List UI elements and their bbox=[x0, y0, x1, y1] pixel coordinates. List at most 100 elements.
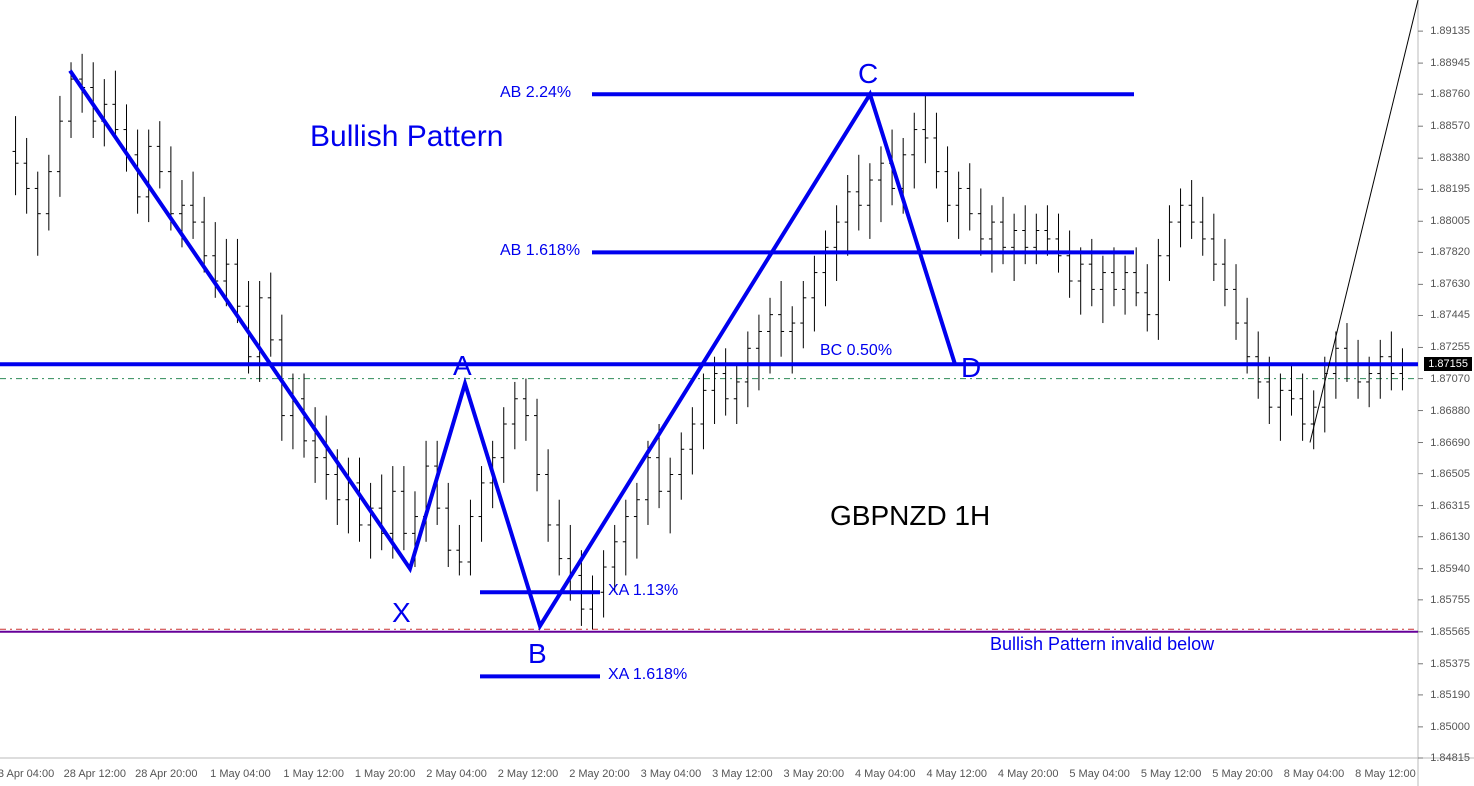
y-tick-label: 1.85000 bbox=[1430, 721, 1470, 733]
ohlc-bar bbox=[1056, 214, 1062, 273]
ohlc-bar bbox=[1089, 239, 1095, 306]
ohlc-bar bbox=[978, 188, 984, 255]
ohlc-bar bbox=[1344, 323, 1350, 382]
y-tick-label: 1.85190 bbox=[1430, 689, 1470, 701]
y-tick-label: 1.86690 bbox=[1430, 437, 1470, 449]
y-tick-label: 1.87255 bbox=[1430, 341, 1470, 353]
ohlc-bar bbox=[368, 483, 374, 559]
fib-level-label: XA 1.13% bbox=[608, 582, 678, 600]
x-tick-label: 2 May 12:00 bbox=[498, 768, 559, 780]
ohlc-bar bbox=[856, 155, 862, 231]
ohlc-bar bbox=[101, 79, 107, 146]
x-tick-label: 3 Apr 04:00 bbox=[0, 768, 54, 780]
x-tick-label: 8 May 12:00 bbox=[1355, 768, 1416, 780]
y-tick-label: 1.88570 bbox=[1430, 120, 1470, 132]
x-tick-label: 5 May 20:00 bbox=[1212, 768, 1273, 780]
ohlc-bar bbox=[534, 399, 540, 492]
ohlc-bar bbox=[1244, 298, 1250, 374]
ohlc-bar bbox=[1355, 340, 1361, 399]
ohlc-bar bbox=[13, 116, 19, 195]
ohlc-bar bbox=[723, 348, 729, 415]
y-tick-label: 1.85375 bbox=[1430, 658, 1470, 670]
pattern-point-d: D bbox=[961, 352, 981, 384]
ohlc-bar bbox=[700, 374, 706, 450]
y-tick-label: 1.87630 bbox=[1430, 278, 1470, 290]
x-tick-label: 1 May 20:00 bbox=[355, 768, 416, 780]
ohlc-bar bbox=[1111, 247, 1117, 306]
ohlc-bar bbox=[1067, 231, 1073, 298]
y-tick-label: 1.85940 bbox=[1430, 563, 1470, 575]
ohlc-bar bbox=[157, 121, 163, 188]
y-tick-label: 1.87445 bbox=[1430, 309, 1470, 321]
x-tick-label: 4 May 04:00 bbox=[855, 768, 916, 780]
x-tick-label: 5 May 04:00 bbox=[1069, 768, 1130, 780]
ohlc-bar bbox=[712, 357, 718, 424]
ohlc-bar bbox=[57, 96, 63, 197]
fib-level-label: AB 1.618% bbox=[500, 242, 580, 260]
y-tick-label: 1.86505 bbox=[1430, 468, 1470, 480]
y-tick-label: 1.88380 bbox=[1430, 152, 1470, 164]
ohlc-bar bbox=[1399, 348, 1405, 390]
fib-level-label: XA 1.618% bbox=[608, 666, 687, 684]
current-price-badge: 1.87155 bbox=[1424, 357, 1472, 371]
ohlc-bar bbox=[1277, 374, 1283, 441]
ohlc-bar bbox=[1033, 214, 1039, 264]
ohlc-bar bbox=[1189, 180, 1195, 239]
y-tick-label: 1.85755 bbox=[1430, 594, 1470, 606]
y-tick-label: 1.89135 bbox=[1430, 25, 1470, 37]
y-tick-label: 1.88945 bbox=[1430, 57, 1470, 69]
x-tick-label: 8 May 04:00 bbox=[1284, 768, 1345, 780]
x-tick-label: 28 Apr 20:00 bbox=[135, 768, 197, 780]
invalid-below-label: Bullish Pattern invalid below bbox=[990, 634, 1214, 655]
ohlc-bar bbox=[556, 500, 562, 576]
ohlc-bar bbox=[401, 466, 407, 550]
ohlc-bar bbox=[112, 71, 118, 138]
y-tick-label: 1.87070 bbox=[1430, 373, 1470, 385]
ohlc-bar bbox=[323, 416, 329, 500]
ohlc-bar bbox=[745, 331, 751, 407]
ohlc-bar bbox=[545, 449, 551, 542]
y-tick-label: 1.86315 bbox=[1430, 500, 1470, 512]
ohlc-bar bbox=[479, 466, 485, 542]
ohlc-bar bbox=[1133, 247, 1139, 306]
ohlc-bar bbox=[1233, 264, 1239, 340]
ohlc-bar bbox=[512, 382, 518, 449]
y-tick-label: 1.86130 bbox=[1430, 531, 1470, 543]
projection-line bbox=[1310, 0, 1418, 443]
ohlc-bar bbox=[623, 500, 629, 576]
x-tick-label: 3 May 12:00 bbox=[712, 768, 773, 780]
ohlc-bar bbox=[1200, 197, 1206, 256]
ohlc-bar bbox=[878, 146, 884, 222]
chart-canvas[interactable] bbox=[0, 0, 1474, 786]
y-tick-label: 1.88760 bbox=[1430, 88, 1470, 100]
ohlc-bar bbox=[345, 458, 351, 534]
fib-level-label: AB 2.24% bbox=[500, 84, 571, 102]
ohlc-bar bbox=[1011, 214, 1017, 281]
ohlc-bar bbox=[24, 138, 30, 214]
ohlc-bar bbox=[845, 175, 851, 256]
x-tick-label: 1 May 12:00 bbox=[283, 768, 344, 780]
ohlc-bar bbox=[1266, 357, 1272, 424]
ohlc-bar bbox=[1022, 205, 1028, 264]
ohlc-bar bbox=[601, 550, 607, 617]
ohlc-bar bbox=[667, 458, 673, 534]
ohlc-bar bbox=[823, 231, 829, 307]
ohlc-bar bbox=[501, 407, 507, 483]
ohlc-bar bbox=[35, 172, 41, 256]
ohlc-bar bbox=[689, 407, 695, 474]
ohlc-bar bbox=[124, 104, 130, 171]
ohlc-bar bbox=[567, 525, 573, 601]
ohlc-bar bbox=[678, 432, 684, 499]
x-tick-label: 3 May 20:00 bbox=[784, 768, 845, 780]
ohlc-bar bbox=[911, 113, 917, 189]
ohlc-bar bbox=[1289, 365, 1295, 415]
ohlc-bar bbox=[467, 500, 473, 576]
ohlc-bar bbox=[967, 163, 973, 230]
pattern-point-b: B bbox=[528, 638, 547, 670]
ohlc-bar bbox=[445, 483, 451, 567]
ohlc-bar bbox=[634, 483, 640, 559]
ohlc-bar bbox=[834, 205, 840, 281]
ohlc-bar bbox=[734, 365, 740, 424]
ohlc-bar bbox=[1388, 331, 1394, 390]
y-tick-label: 1.84815 bbox=[1430, 752, 1470, 764]
